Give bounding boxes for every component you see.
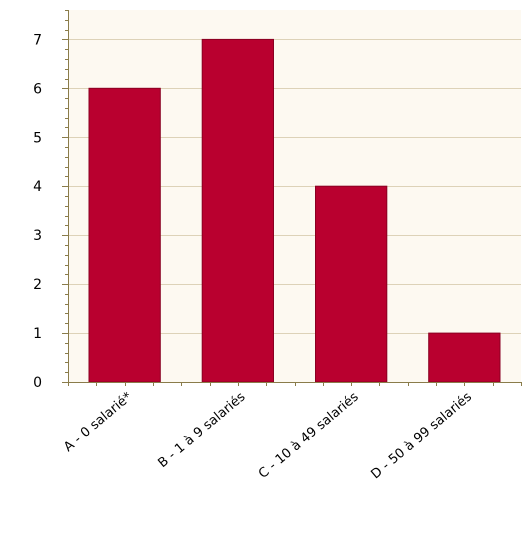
axes: [62, 10, 522, 386]
bar: [428, 332, 501, 383]
y-tick-label: 7: [33, 32, 42, 48]
x-tick-label: D - 50 à 99 salariés: [368, 389, 475, 482]
y-tick-label: 2: [33, 277, 42, 293]
y-tick-label: 0: [33, 375, 42, 391]
x-tick-label: C - 10 à 49 salariés: [256, 389, 362, 481]
x-tick-labels: A - 0 salarié* B - 1 à 9 salariés C - 10 à…: [61, 389, 475, 482]
x-tick-label: B - 1 à 9 salariés: [155, 389, 248, 471]
y-tick-label: 4: [33, 179, 42, 195]
y-tick-labels: 0 1 2 3 4 5 6 7: [33, 32, 42, 391]
y-tick-label: 6: [33, 81, 42, 97]
y-tick-label: 1: [33, 326, 42, 342]
x-tick-label: A - 0 salarié*: [61, 389, 135, 455]
bar: [315, 185, 388, 383]
bar: [201, 38, 274, 383]
y-tick-label: 3: [33, 228, 42, 244]
y-tick-label: 5: [33, 130, 42, 146]
bar: [88, 87, 161, 383]
